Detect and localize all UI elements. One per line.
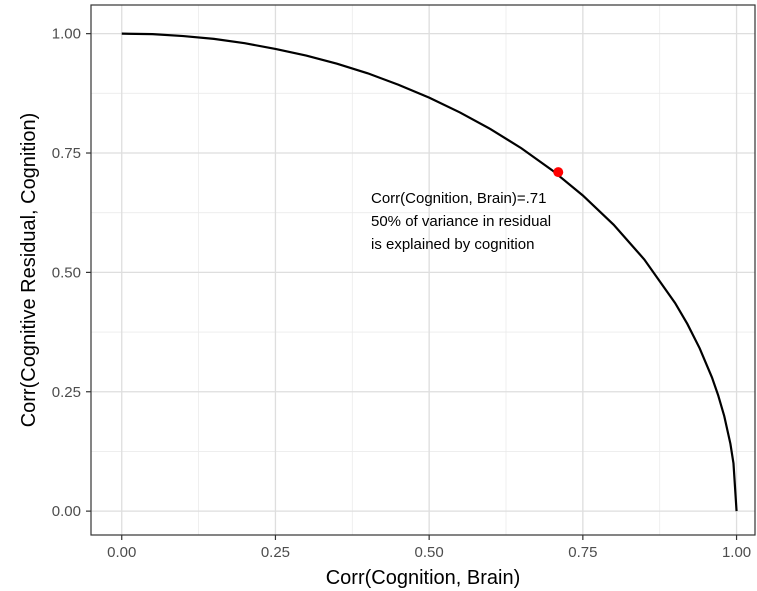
y-tick-label: 0.75 bbox=[52, 145, 81, 162]
axis-ticks: 0.00 0.25 0.50 0.75 1.00 0.00 0.25 0.50 0.75 1.00 bbox=[52, 26, 751, 561]
x-tick-label: 1.00 bbox=[722, 544, 751, 561]
annotation-line-3: is explained by cognition bbox=[371, 236, 534, 253]
x-tick-label: 0.00 bbox=[107, 544, 136, 561]
grid bbox=[91, 5, 755, 535]
y-tick-label: 0.50 bbox=[52, 264, 81, 281]
x-tick-label: 0.75 bbox=[568, 544, 597, 561]
series-line bbox=[121, 32, 738, 512]
y-tick-label: 0.00 bbox=[52, 503, 81, 520]
y-axis-title: Corr(Cognitive Residual, Cognition) bbox=[18, 113, 40, 428]
panel-border bbox=[90, 4, 756, 536]
x-axis-title: Corr(Cognition, Brain) bbox=[326, 567, 521, 589]
panel-background bbox=[91, 5, 755, 535]
x-tick-label: 0.50 bbox=[415, 544, 444, 561]
annotation-line-1: Corr(Cognition, Brain)=.71 bbox=[371, 190, 547, 207]
x-tick-label: 0.25 bbox=[261, 544, 290, 561]
y-tick-label: 1.00 bbox=[52, 26, 81, 43]
y-tick-label: 0.25 bbox=[52, 384, 81, 401]
highlight-point bbox=[553, 167, 564, 178]
annotation-line-2: 50% of variance in residual bbox=[371, 213, 551, 230]
